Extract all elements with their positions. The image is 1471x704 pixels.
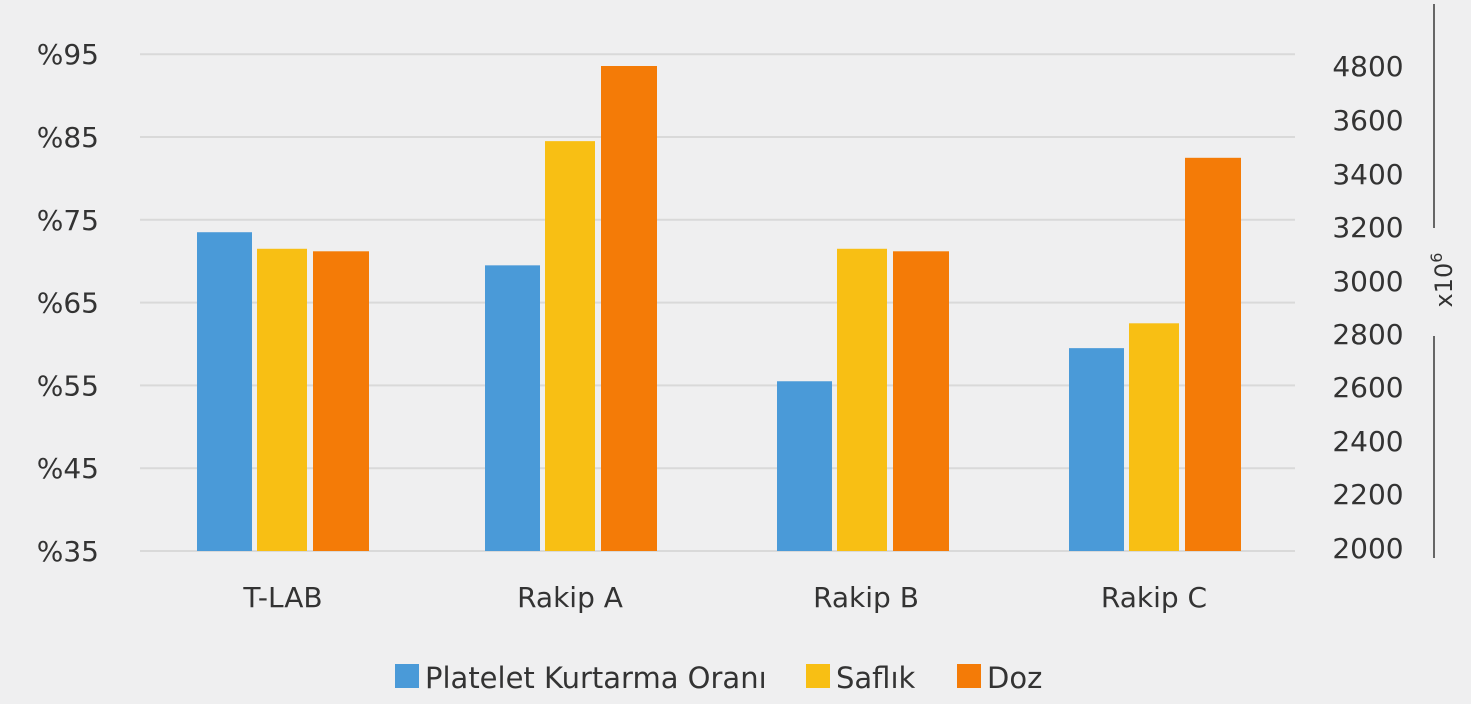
bar-platelet-kurtarma-oran--rakip-c bbox=[1069, 348, 1124, 551]
bar-doz-rakip-a bbox=[601, 66, 657, 551]
legend-label: Saflık bbox=[836, 661, 916, 695]
right-tick-label: 2200 bbox=[1332, 478, 1403, 511]
legend-swatch bbox=[806, 664, 830, 688]
right-axis-unit-exponent: 6 bbox=[1427, 253, 1446, 263]
bar-platelet-kurtarma-oran--rakip-a bbox=[485, 265, 540, 551]
left-tick-label: %55 bbox=[37, 369, 99, 402]
right-tick-label: 2000 bbox=[1332, 532, 1403, 565]
legend: Platelet Kurtarma Oranı Saflık Doz bbox=[395, 661, 1042, 695]
right-axis-unit-label: x106 bbox=[1427, 253, 1458, 308]
bar-doz-rakip-b bbox=[893, 251, 949, 552]
right-tick-label: 2600 bbox=[1332, 371, 1403, 404]
bar-platelet-kurtarma-oran--t-lab bbox=[197, 232, 252, 551]
bar-safl-k-rakip-c bbox=[1129, 323, 1179, 551]
left-tick-label: %85 bbox=[37, 121, 99, 154]
bar-doz-rakip-c bbox=[1185, 157, 1241, 552]
bar-safl-k-rakip-a bbox=[545, 141, 595, 551]
right-tick-label: 3600 bbox=[1332, 104, 1403, 137]
legend-swatch bbox=[957, 664, 981, 688]
category-label: Rakip B bbox=[813, 581, 919, 614]
bar-safl-k-t-lab bbox=[257, 248, 307, 551]
category-label: Rakip C bbox=[1101, 581, 1207, 614]
bar-platelet-kurtarma-oran--rakip-b bbox=[777, 381, 832, 551]
bars bbox=[197, 66, 1241, 552]
left-axis-ticks: %35 %45 %55 %65 %75 %85 %95 bbox=[37, 38, 99, 568]
legend-label: Platelet Kurtarma Oranı bbox=[425, 661, 767, 695]
right-tick-label: 2800 bbox=[1332, 318, 1403, 351]
right-tick-label: 4800 bbox=[1332, 50, 1403, 83]
right-axis-ticks: 2000 2200 2400 2600 2800 3000 3200 3400 3600 4800 bbox=[1332, 50, 1403, 565]
right-axis-unit-base: x10 bbox=[1430, 263, 1458, 308]
category-label: T-LAB bbox=[242, 581, 322, 614]
right-tick-label: 3000 bbox=[1332, 265, 1403, 298]
left-tick-label: %95 bbox=[37, 38, 99, 71]
left-tick-label: %35 bbox=[37, 535, 99, 568]
right-axis: x106 bbox=[1427, 4, 1458, 558]
legend-swatch bbox=[395, 664, 419, 688]
category-label: Rakip A bbox=[517, 581, 623, 614]
left-tick-label: %65 bbox=[37, 287, 99, 320]
bar-doz-t-lab bbox=[313, 251, 369, 552]
left-tick-label: %75 bbox=[37, 204, 99, 237]
right-tick-label: 3400 bbox=[1332, 158, 1403, 191]
bar-safl-k-rakip-b bbox=[837, 248, 887, 551]
legend-label: Doz bbox=[987, 661, 1042, 695]
right-tick-label: 2400 bbox=[1332, 425, 1403, 458]
category-labels: T-LAB Rakip A Rakip B Rakip C bbox=[242, 581, 1207, 614]
left-tick-label: %45 bbox=[37, 452, 99, 485]
right-tick-label: 3200 bbox=[1332, 211, 1403, 244]
